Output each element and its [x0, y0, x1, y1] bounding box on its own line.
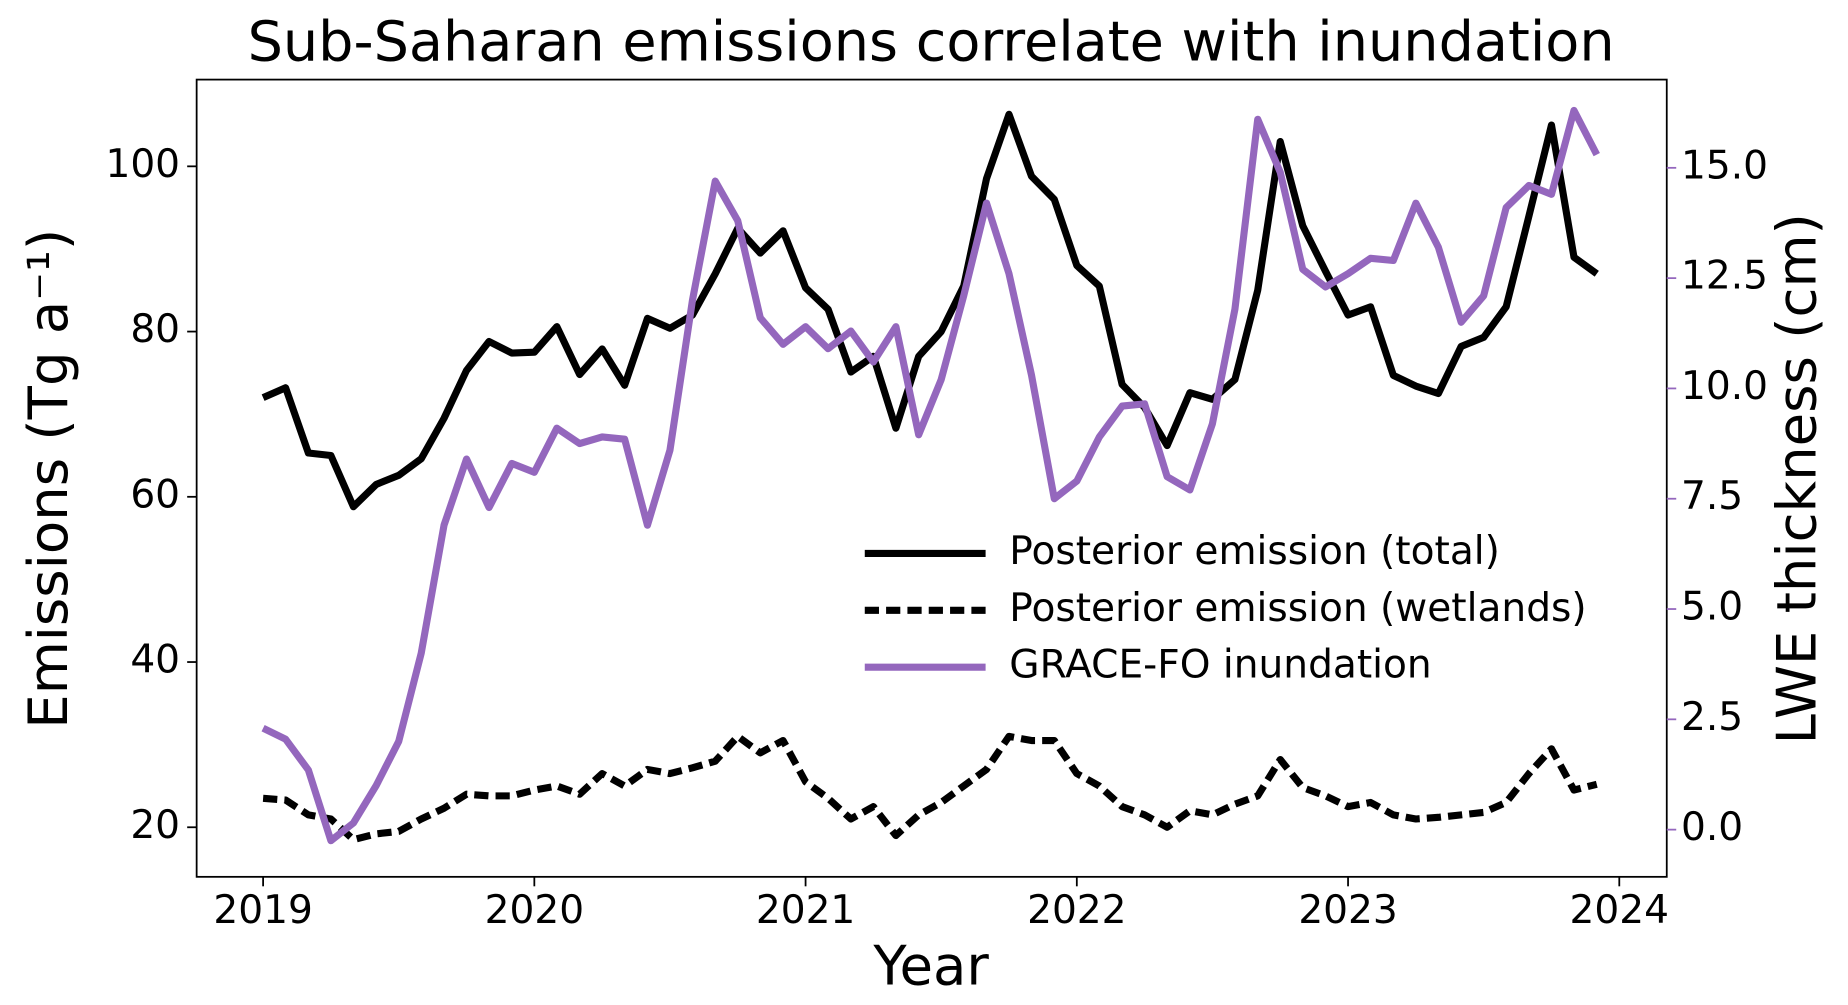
y2-tick-label: 5.0 [1681, 585, 1743, 630]
y2-axis-label: LWE thickness (cm) [1765, 213, 1829, 744]
y2-tick-label: 12.5 [1681, 254, 1768, 299]
x-tick-label: 2020 [485, 888, 584, 933]
y-axis-label: Emissions (Tg a⁻¹) [16, 229, 80, 729]
x-axis-label: Year [872, 933, 989, 997]
series-line [262, 732, 1598, 844]
legend-label: Posterior emission (total) [1009, 529, 1500, 574]
x-tick-label: 2024 [1570, 888, 1669, 933]
legend-label: GRACE-FO inundation [1009, 643, 1431, 688]
y-tick-label: 100 [105, 142, 180, 187]
x-tick-label: 2022 [1027, 888, 1126, 933]
y2-tick-label: 0.0 [1681, 805, 1743, 850]
y2-tick-label: 2.5 [1681, 695, 1743, 740]
y-tick-label: 80 [130, 307, 180, 352]
series-line [261, 110, 1599, 511]
y2-tick-label: 7.5 [1681, 474, 1743, 519]
y-tick-label: 40 [130, 638, 180, 683]
plot-frame [195, 78, 1668, 878]
y2-tick-label: 15.0 [1681, 143, 1768, 188]
x-tick-label: 2021 [756, 888, 855, 933]
y-tick-label: 20 [130, 803, 180, 848]
y-tick-label: 60 [130, 472, 180, 517]
x-tick-label: 2023 [1298, 888, 1397, 933]
chart-title: Sub-Saharan emissions correlate with inu… [248, 9, 1615, 74]
legend-label: Posterior emission (wetlands) [1009, 586, 1586, 631]
series-line [261, 106, 1600, 845]
x-tick-label: 2019 [213, 888, 312, 933]
y2-tick-label: 10.0 [1681, 364, 1768, 409]
